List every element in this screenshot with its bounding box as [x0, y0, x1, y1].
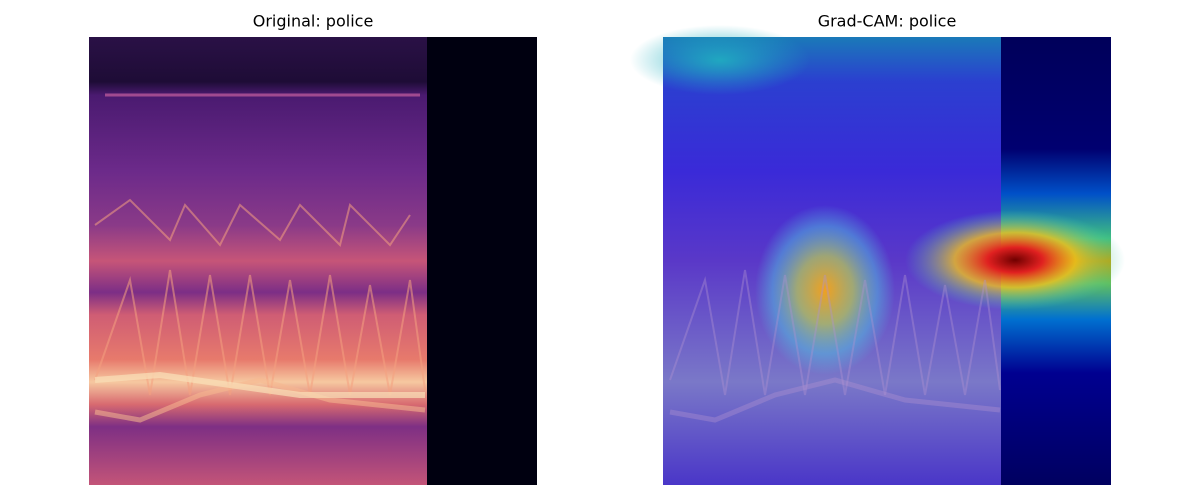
panel-title: Grad-CAM: police	[818, 12, 957, 31]
original-image	[89, 37, 537, 485]
gradcam-image	[630, 25, 1125, 485]
panel-title: Original: police	[253, 12, 374, 31]
